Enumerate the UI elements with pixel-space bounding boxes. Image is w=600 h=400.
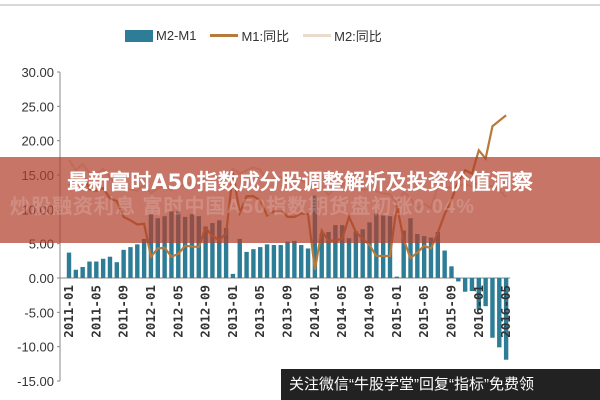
bar-m2-m1 [408, 218, 413, 278]
bar-m2-m1 [141, 238, 147, 278]
bar-m2-m1 [94, 261, 99, 278]
legend-swatch [210, 34, 239, 37]
bar-m2-m1 [223, 227, 229, 278]
x-tick-label: 2014-05 [334, 285, 349, 338]
y-tick-label: -10.00 [17, 340, 54, 355]
promo-banner: 关注微信“牛股学堂”回复“指标”免费领 [281, 369, 600, 400]
top-divider [0, 4, 600, 6]
bar-m2-m1 [387, 216, 393, 278]
x-tick-label: 2016-05 [498, 285, 513, 338]
bar-m2-m1 [271, 245, 277, 278]
bar-m2-m1 [176, 211, 181, 278]
x-tick-label: 2013-09 [280, 285, 295, 338]
bar-m2-m1 [121, 249, 126, 278]
legend-swatch [125, 29, 153, 42]
legend-item-m2: M2:同比 [303, 26, 382, 45]
bar-m2-m1 [114, 262, 120, 278]
bar-m2-m1 [449, 266, 454, 278]
bar-m2-m1 [80, 267, 85, 278]
bar-m2-m1 [285, 241, 290, 278]
bar-m2-m1 [435, 231, 441, 278]
x-tick-label: 2014-09 [362, 285, 377, 338]
bar-m2-m1 [230, 273, 236, 278]
bar-m2-m1 [258, 247, 263, 278]
bar-m2-m1 [476, 278, 481, 310]
bar-m2-m1 [244, 251, 249, 278]
bar-m2-m1 [305, 248, 311, 278]
x-tick-label: 2013-05 [252, 285, 267, 338]
chart-legend: M2-M1 M1:同比 M2:同比 [125, 26, 382, 45]
bar-m2-m1 [428, 237, 434, 278]
legend-label: M2-M1 [156, 28, 197, 43]
bar-m2-m1 [107, 256, 113, 278]
bar-m2-m1 [490, 278, 495, 338]
x-tick-label: 2016-01 [471, 285, 486, 338]
bar-m2-m1 [326, 231, 331, 278]
y-tick-label: 0.00 [29, 271, 54, 286]
x-tick-label: 2011-09 [116, 285, 131, 338]
bar-m2-m1 [148, 214, 154, 278]
bar-m2-m1 [292, 240, 297, 278]
bar-m2-m1 [340, 225, 345, 278]
x-tick-label: 2011-01 [61, 285, 76, 338]
title-banner [0, 157, 600, 243]
bar-m2-m1 [217, 220, 222, 278]
bar-m2-m1 [169, 211, 174, 278]
legend-item-m2-m1: M2-M1 [125, 28, 196, 43]
bar-m2-m1 [87, 261, 92, 278]
bar-m2-m1 [319, 234, 324, 278]
bar-m2-m1 [264, 244, 270, 278]
bar-m2-m1 [483, 278, 488, 307]
x-tick-label: 2015-01 [389, 285, 404, 338]
legend-label: M2:同比 [334, 29, 382, 44]
legend-swatch [303, 34, 332, 37]
y-tick-label: 30.00 [21, 65, 54, 80]
x-tick-label: 2012-09 [198, 285, 213, 338]
bar-m2-m1 [203, 226, 208, 278]
bar-m2-m1 [462, 278, 468, 292]
x-tick-label: 2011-05 [88, 285, 103, 338]
bar-m2-m1 [415, 234, 420, 278]
x-tick-label: 2012-05 [170, 285, 185, 338]
bar-m2-m1 [503, 278, 509, 360]
bar-m2-m1 [251, 249, 256, 278]
x-tick-label: 2013-01 [225, 285, 240, 338]
article-title: 最新富时A50指数成分股调整解析及投资价值洞察 [67, 170, 533, 194]
y-tick-label: -15.00 [17, 374, 54, 389]
bar-m2-m1 [73, 269, 79, 278]
bar-m2-m1 [421, 236, 427, 278]
y-tick-label: 20.00 [21, 134, 54, 149]
bar-m2-m1 [135, 244, 140, 278]
bar-m2-m1 [237, 238, 242, 278]
bar-m2-m1 [442, 250, 447, 278]
bar-m2-m1 [367, 222, 372, 278]
bar-m2-m1 [299, 245, 304, 278]
bar-m2-m1 [333, 225, 338, 278]
bar-m2-m1 [353, 231, 359, 278]
bar-m2-m1 [401, 230, 406, 278]
bar-m2-m1 [374, 213, 379, 278]
y-tick-label: -5.00 [24, 305, 54, 320]
y-tick-label: 25.00 [21, 99, 54, 114]
bar-m2-m1 [66, 252, 72, 278]
watermark-text: 炒股融资利息 富时中国A50指数期货盘初涨0.04% [10, 196, 475, 218]
bar-m2-m1 [380, 215, 386, 278]
bar-m2-m1 [128, 247, 133, 278]
bar-m2-m1 [278, 245, 283, 278]
bar-m2-m1 [497, 278, 502, 348]
bar-m2-m1 [100, 258, 106, 278]
x-tick-label: 2014-01 [307, 285, 322, 338]
bar-m2-m1 [346, 238, 352, 278]
bar-m2-m1 [394, 276, 400, 278]
x-tick-label: 2015-09 [443, 285, 458, 338]
legend-label: M1:同比 [241, 29, 290, 44]
bar-m2-m1 [210, 223, 215, 278]
x-tick-label: 2015-05 [416, 285, 431, 338]
x-tick-label: 2012-01 [143, 285, 158, 338]
bar-m2-m1 [360, 229, 365, 278]
bar-m2-m1 [456, 278, 461, 282]
legend-item-m1: M1:同比 [210, 26, 289, 45]
bar-m2-m1 [469, 278, 475, 292]
